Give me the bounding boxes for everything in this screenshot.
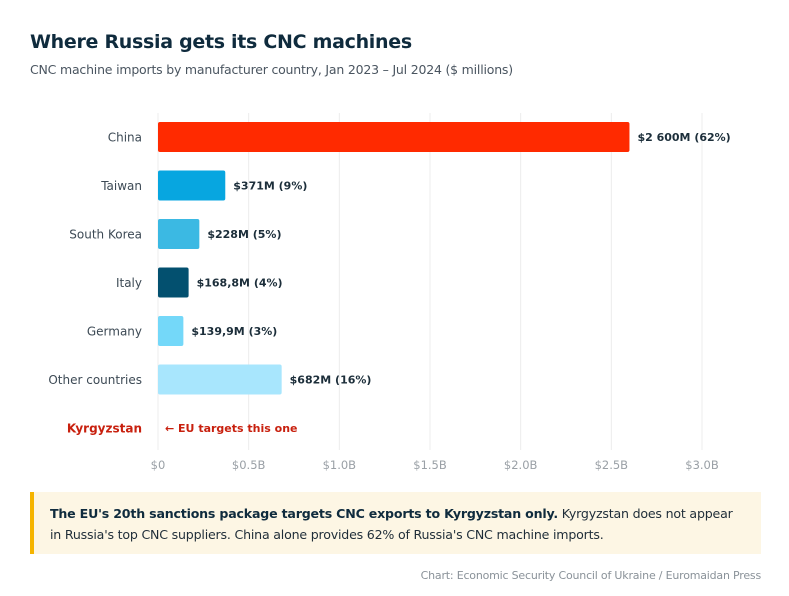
bar (158, 364, 282, 395)
bar (158, 122, 630, 152)
bar (158, 267, 189, 298)
x-tick-label: $2.0B (504, 458, 538, 472)
bar (158, 316, 184, 346)
category-label: Kyrgyzstan (67, 422, 142, 436)
category-label: Italy (116, 276, 142, 290)
source-credit: Chart: Economic Security Council of Ukra… (420, 569, 762, 582)
category-label: Other countries (48, 373, 142, 387)
x-tick-label: $2.5B (595, 458, 629, 472)
category-label: China (108, 131, 142, 145)
bar-chart: $0 $0.5B $1.0B $1.5B $2.0B $2.5B $3.0B China $2 … (48, 113, 731, 472)
category-label: South Korea (69, 228, 142, 242)
data-label: $371M (9%) (233, 180, 307, 193)
x-tick-label: $1.5B (413, 458, 447, 472)
callout-note: The EU's 20th sanctions package targets … (30, 492, 761, 554)
x-tick-label: $0 (151, 458, 166, 472)
bar (158, 170, 226, 201)
data-label: $168,8M (4%) (197, 277, 283, 290)
data-label: $682M (16%) (290, 374, 372, 387)
x-tick-label: $1.0B (323, 458, 357, 472)
x-tick-label: $0.5B (232, 458, 266, 472)
chart-subtitle: CNC machine imports by manufacturer coun… (30, 62, 513, 77)
category-label: Taiwan (100, 179, 142, 193)
note-text: Kyrgyzstan does not appear in Russia's t… (50, 506, 733, 542)
data-label: $2 600M (62%) (637, 131, 730, 144)
annotation-label: ← EU targets this one (165, 422, 297, 435)
chart-title: Where Russia gets its CNC machines (30, 31, 412, 53)
note-bold: The EU's 20th sanctions package targets … (50, 506, 558, 521)
bar (158, 219, 200, 249)
x-tick-label: $3.0B (685, 458, 719, 472)
category-label: Germany (87, 325, 142, 339)
data-label: $139,9M (3%) (191, 325, 277, 338)
data-label: $228M (5%) (207, 228, 281, 241)
